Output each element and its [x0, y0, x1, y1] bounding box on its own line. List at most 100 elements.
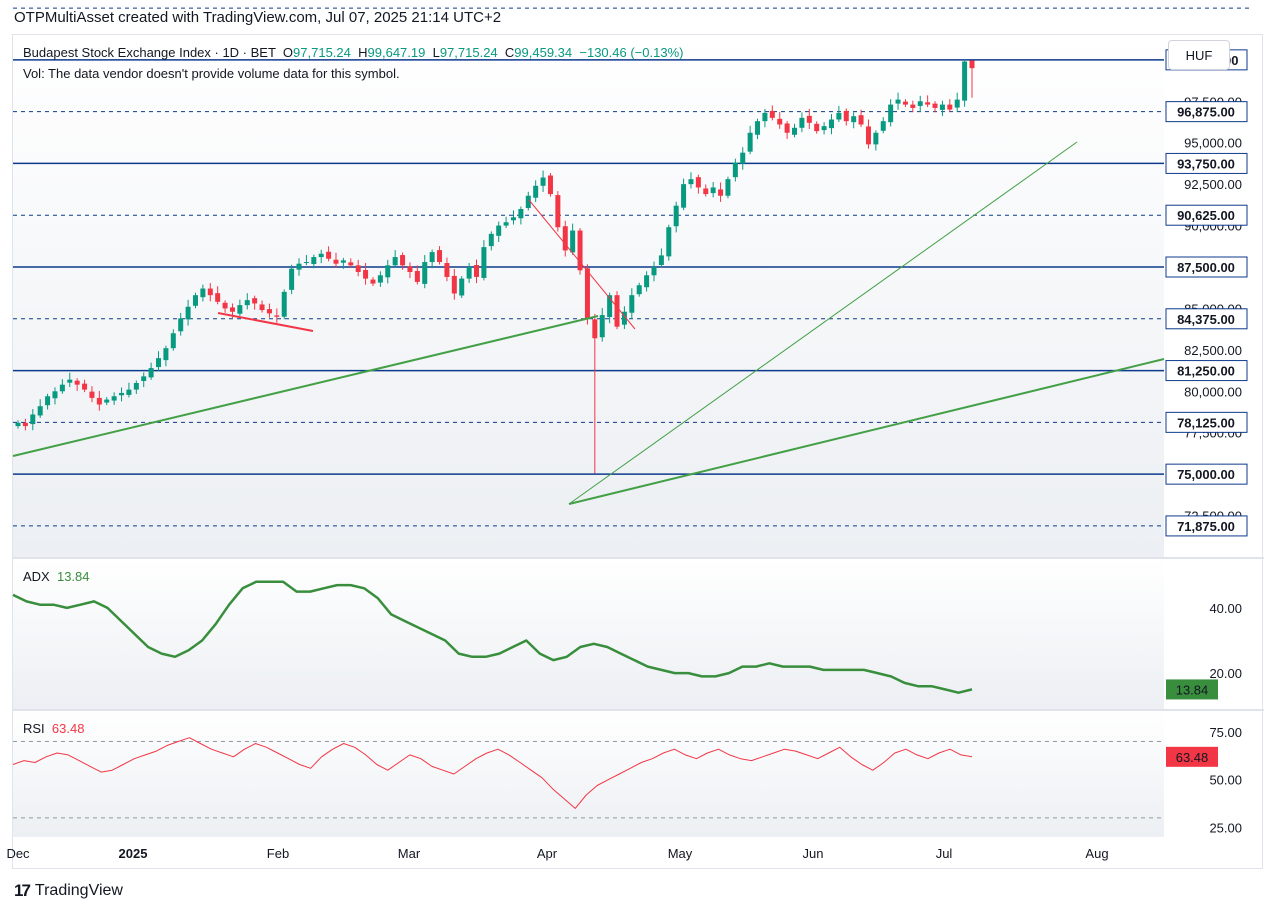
- adx-title: ADX: [23, 569, 50, 584]
- pane-divider[interactable]: [13, 709, 1264, 711]
- high-value: 99,647.19: [367, 45, 426, 60]
- rsi-value-tag-label: 63.48: [1176, 750, 1209, 765]
- candle-body: [348, 262, 354, 266]
- level-price-label: 87,500.00: [1177, 260, 1235, 275]
- x-axis-tick-label: Jun: [803, 846, 824, 861]
- level-price-label: 96,875.00: [1177, 105, 1235, 120]
- rsi-value-tag: [1166, 746, 1218, 767]
- candle-body: [880, 121, 886, 131]
- candle-body: [562, 226, 568, 251]
- candle-body: [466, 267, 472, 279]
- tradingview-logo[interactable]: 17 TradingView: [14, 881, 123, 901]
- candle-body: [577, 230, 583, 271]
- adx-axis-tick-label: 20.00: [1209, 666, 1242, 681]
- x-axis-tick-label: Dec: [6, 846, 30, 861]
- candle-body: [311, 257, 317, 265]
- rsi-pane[interactable]: [13, 711, 1164, 837]
- rsi-axis-tick-label: 50.00: [1209, 773, 1242, 788]
- candle-body: [163, 348, 169, 361]
- adx-legend[interactable]: ADX 13.84: [23, 569, 90, 584]
- candle-body: [695, 177, 701, 188]
- low-label: L: [432, 45, 440, 60]
- currency-selector[interactable]: HUF: [1168, 40, 1230, 70]
- candle-body: [178, 318, 184, 332]
- price-axis-tick-label: 80,000.00: [1184, 384, 1242, 399]
- candle-body: [725, 179, 731, 196]
- candle-body: [732, 162, 738, 178]
- candle-body: [82, 383, 88, 390]
- volume-note: Vol: The data vendor doesn't provide vol…: [23, 66, 400, 81]
- low-value: 97,715.24: [439, 45, 498, 60]
- candle-body: [52, 391, 58, 399]
- candle-body: [444, 263, 450, 277]
- candle-body: [621, 311, 627, 325]
- candle-body: [584, 268, 590, 319]
- candle-body: [821, 126, 827, 131]
- candle-body: [947, 104, 953, 110]
- candle-body: [592, 319, 598, 339]
- candle-body: [629, 295, 635, 313]
- x-axis-tick-label: Aug: [1085, 846, 1108, 861]
- candle-body: [340, 260, 346, 263]
- candle-body: [385, 265, 391, 278]
- x-axis-tick-label: Feb: [267, 846, 289, 861]
- close-value: 99,459.34: [514, 45, 573, 60]
- candle-body: [836, 112, 842, 120]
- candle-body: [747, 132, 753, 152]
- adx-pane[interactable]: [13, 559, 1164, 709]
- candle-body: [274, 315, 280, 317]
- level-price-tag: [1165, 360, 1248, 382]
- open-value: 97,715.24: [293, 45, 351, 60]
- candle-body: [858, 115, 864, 125]
- candle-body: [318, 253, 324, 258]
- candle-body: [333, 259, 339, 264]
- candle-body: [518, 209, 524, 219]
- x-axis-tick-label: May: [668, 846, 693, 861]
- rsi-legend[interactable]: RSI 63.48: [23, 721, 84, 736]
- price-axis-tick-label: 95,000.00: [1184, 136, 1242, 151]
- trendline-support-long: [568, 358, 1165, 505]
- candle-body: [799, 117, 805, 128]
- level-price-tag: [1165, 152, 1248, 174]
- candle-body: [503, 222, 509, 226]
- candle-body: [414, 270, 420, 282]
- candle-body: [377, 275, 383, 283]
- candle-body: [207, 288, 213, 296]
- candle-body: [222, 302, 228, 309]
- candle-body: [289, 268, 295, 290]
- candle-body: [658, 255, 664, 266]
- candles-group: [15, 59, 975, 474]
- adx-value-tag: [1166, 679, 1218, 700]
- candle-body: [651, 267, 657, 276]
- symbol-name[interactable]: Budapest Stock Exchange Index · 1D · BET: [23, 45, 276, 60]
- candle-body: [792, 127, 798, 135]
- candle-body: [925, 102, 931, 105]
- candle-body: [888, 104, 894, 123]
- candle-body: [784, 123, 790, 133]
- candle-body: [540, 177, 546, 186]
- candle-body: [843, 110, 849, 122]
- adx-value: 13.84: [56, 569, 90, 584]
- candle-body: [710, 187, 716, 194]
- level-price-tag: [1165, 204, 1248, 226]
- rsi-axis-tick-label: 75.00: [1209, 725, 1242, 740]
- pane-divider[interactable]: [13, 557, 1264, 559]
- candle-body: [104, 399, 110, 403]
- candle-body: [303, 262, 309, 264]
- candle-body: [673, 205, 679, 227]
- level-price-label: 84,375.00: [1177, 312, 1235, 327]
- change-value: −130.46 (−0.13%): [579, 45, 684, 60]
- level-price-tag: [1165, 256, 1248, 278]
- chart-caption: OTPMultiAsset created with TradingView.c…: [14, 9, 502, 26]
- candle-body: [281, 291, 287, 317]
- candle-body: [814, 123, 820, 132]
- candle-body: [89, 391, 95, 398]
- candle-body: [170, 333, 176, 349]
- high-label: H: [358, 45, 368, 60]
- adx-line: [12, 580, 973, 694]
- candle-body: [37, 406, 43, 416]
- candle-body: [917, 101, 923, 106]
- candle-body: [185, 306, 191, 320]
- level-price-tag: [1165, 463, 1248, 485]
